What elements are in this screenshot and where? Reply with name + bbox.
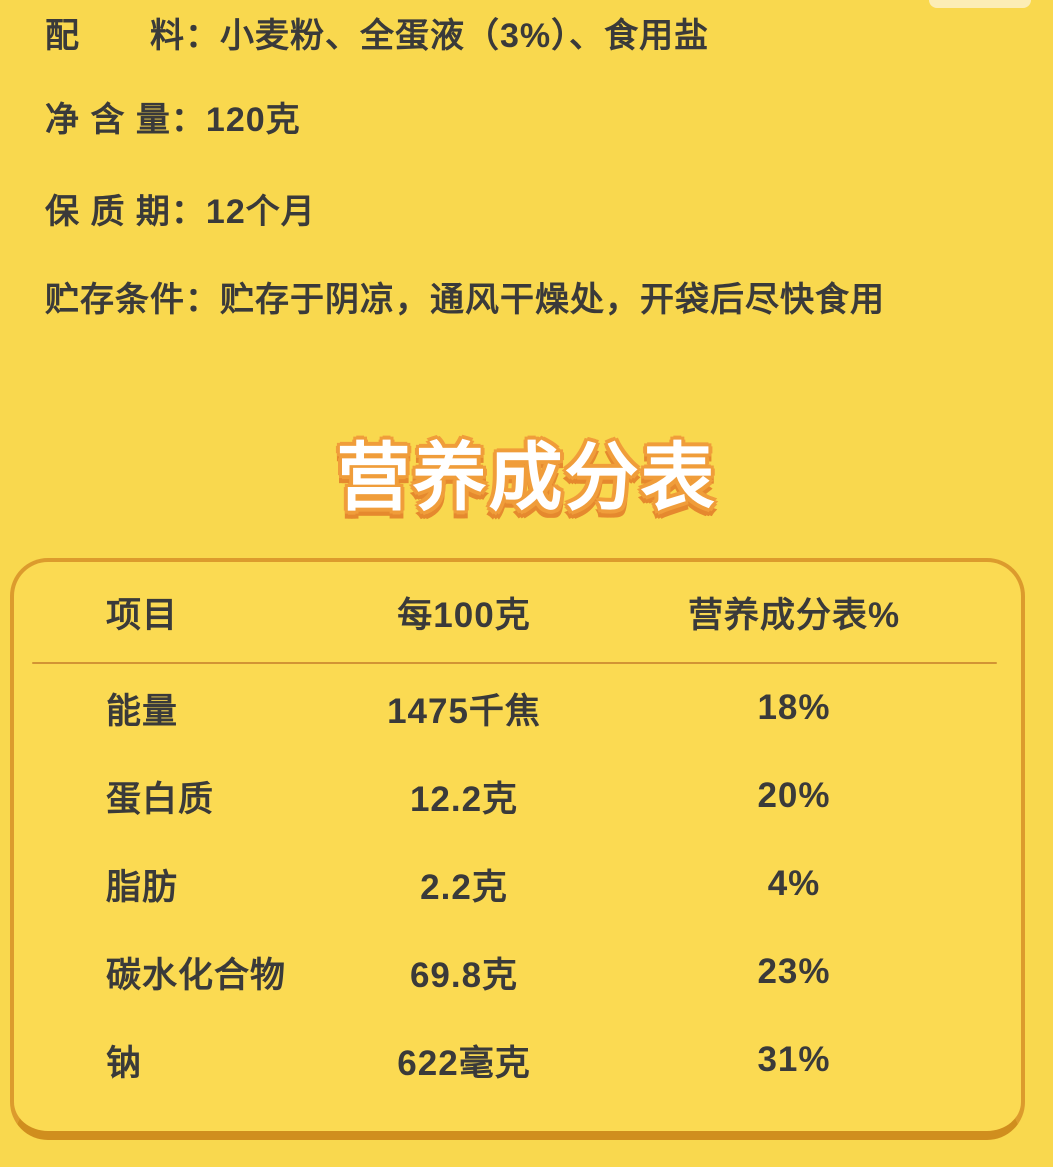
row-nrv: 20% [757,776,831,815]
table-row-carbohydrate: 碳水化合物 69.8克 23% [14,928,1021,1016]
row-per100g: 1475千焦 [387,691,541,731]
table-row-protein: 蛋白质 12.2克 20% [14,752,1021,840]
nutrition-facts-table: 项目 每100克 营养成分表% 能量 1475千焦 18% 蛋白质 12.2克 … [10,558,1025,1140]
table-row-fat: 脂肪 2.2克 4% [14,840,1021,928]
row-nrv: 23% [757,952,831,991]
row-item-label: 碳水化合物 [106,955,287,995]
table-header-row: 项目 每100克 营养成分表% [14,562,1021,662]
net-weight-value: 120克 [205,101,301,139]
shelf-life-value: 12个月 [205,193,316,231]
column-header-nrv: 营养成分表% [687,595,901,635]
header-divider [32,662,997,664]
row-item-label: 钠 [106,1043,143,1083]
row-item-label: 能量 [106,691,179,731]
row-item-label: 脂肪 [106,867,179,907]
row-per100g: 69.8克 [409,955,519,995]
row-per100g: 622毫克 [397,1043,531,1083]
storage-label: 贮存条件： [45,281,220,319]
row-per100g: 2.2克 [420,867,508,907]
shelf-life-label: 保 质 期： [45,193,206,231]
nutrition-facts-title: 营养成分表 [336,436,717,519]
row-per100g: 12.2克 [409,779,519,819]
column-header-per100g: 每100克 [397,595,531,635]
column-header-item: 项目 [106,595,179,635]
net-weight-label: 净 含 量： [45,101,206,139]
row-nrv: 4% [767,864,821,903]
net-weight-line: 净 含 量：120克 [45,98,1033,142]
ingredients-line: 配 料：小麦粉、全蛋液（3%）、食用盐 [45,14,1033,58]
top-edge-notch [929,0,1031,8]
row-item-label: 蛋白质 [106,779,215,819]
ingredients-label: 配 料： [45,17,220,55]
storage-line: 贮存条件：贮存于阴凉，通风干燥处，开袋后尽快食用 [45,278,1033,322]
shelf-life-line: 保 质 期：12个月 [45,190,1033,234]
ingredients-value: 小麦粉、全蛋液（3%）、食用盐 [220,17,710,55]
table-row-energy: 能量 1475千焦 18% [14,664,1021,752]
storage-value: 贮存于阴凉，通风干燥处，开袋后尽快食用 [220,281,885,319]
row-nrv: 18% [757,688,831,727]
table-row-sodium: 钠 622毫克 31% [14,1016,1021,1104]
row-nrv: 31% [757,1040,831,1079]
